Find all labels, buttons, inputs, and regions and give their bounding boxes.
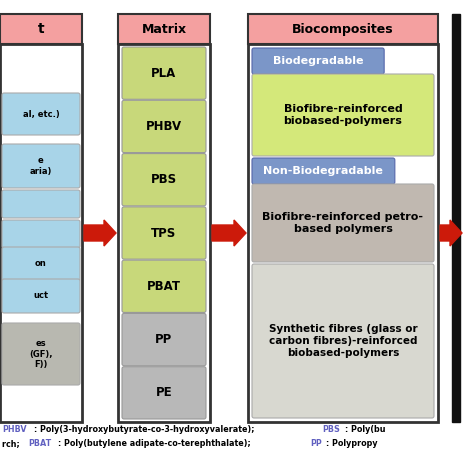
FancyArrow shape	[440, 220, 462, 246]
FancyBboxPatch shape	[122, 47, 206, 99]
FancyBboxPatch shape	[2, 279, 80, 313]
FancyBboxPatch shape	[2, 144, 80, 188]
Text: uct: uct	[34, 292, 48, 301]
Text: rch;: rch;	[2, 439, 22, 448]
Bar	[118, 14, 210, 44]
FancyBboxPatch shape	[252, 264, 434, 418]
FancyBboxPatch shape	[252, 184, 434, 262]
FancyBboxPatch shape	[252, 74, 434, 156]
Bar	[0, 44, 82, 422]
FancyArrow shape	[212, 220, 246, 246]
Text: PBS: PBS	[322, 425, 340, 434]
Bar	[452, 14, 460, 422]
FancyBboxPatch shape	[122, 100, 206, 153]
Text: PHBV: PHBV	[146, 120, 182, 133]
Bar	[248, 44, 438, 422]
Text: : Poly(bu: : Poly(bu	[345, 425, 385, 434]
FancyBboxPatch shape	[2, 93, 80, 135]
Text: PLA: PLA	[151, 67, 177, 80]
Text: Matrix: Matrix	[141, 22, 187, 36]
Text: TPS: TPS	[151, 227, 177, 239]
Text: PHBV: PHBV	[2, 425, 27, 434]
FancyArrow shape	[84, 220, 116, 246]
Text: PBAT: PBAT	[28, 439, 52, 448]
Bar	[118, 44, 210, 422]
Text: Biodegradable: Biodegradable	[273, 56, 364, 66]
Text: t: t	[38, 22, 44, 36]
Bar	[0, 14, 82, 44]
FancyBboxPatch shape	[2, 190, 80, 218]
FancyBboxPatch shape	[122, 313, 206, 366]
Text: e
aria): e aria)	[30, 156, 52, 176]
Text: : Polypropy: : Polypropy	[326, 439, 377, 448]
Text: PBS: PBS	[151, 173, 177, 186]
Text: PBAT: PBAT	[147, 280, 181, 293]
Text: PE: PE	[155, 386, 173, 400]
Text: Non-Biodegradable: Non-Biodegradable	[264, 166, 383, 176]
Text: Biofibre-reinforced
biobased-polymers: Biofibre-reinforced biobased-polymers	[283, 104, 402, 126]
FancyBboxPatch shape	[122, 154, 206, 206]
Text: Biocomposites: Biocomposites	[292, 22, 394, 36]
FancyBboxPatch shape	[2, 323, 80, 385]
Text: Synthetic fibres (glass or
carbon fibres)-reinforced
biobased-polymers: Synthetic fibres (glass or carbon fibres…	[269, 324, 417, 357]
FancyBboxPatch shape	[252, 48, 384, 74]
Text: es
(GF),
F)): es (GF), F))	[29, 339, 53, 369]
Text: PP: PP	[311, 439, 322, 448]
FancyBboxPatch shape	[122, 367, 206, 419]
FancyBboxPatch shape	[122, 260, 206, 312]
FancyBboxPatch shape	[122, 207, 206, 259]
FancyBboxPatch shape	[252, 158, 395, 184]
Text: Biofibre-reinforced petro-
based polymers: Biofibre-reinforced petro- based polymer…	[263, 212, 423, 234]
Text: : Poly(3-hydroxybutyrate-co-3-hydroxyvalerate);: : Poly(3-hydroxybutyrate-co-3-hydroxyval…	[34, 425, 257, 434]
Text: al, etc.): al, etc.)	[23, 109, 59, 118]
Text: : Poly(butylene adipate-co-terephthalate);: : Poly(butylene adipate-co-terephthalate…	[58, 439, 254, 448]
FancyBboxPatch shape	[2, 220, 80, 248]
Bar	[248, 14, 438, 44]
Text: PP: PP	[155, 333, 173, 346]
Text: on: on	[35, 259, 47, 268]
FancyBboxPatch shape	[2, 247, 80, 281]
